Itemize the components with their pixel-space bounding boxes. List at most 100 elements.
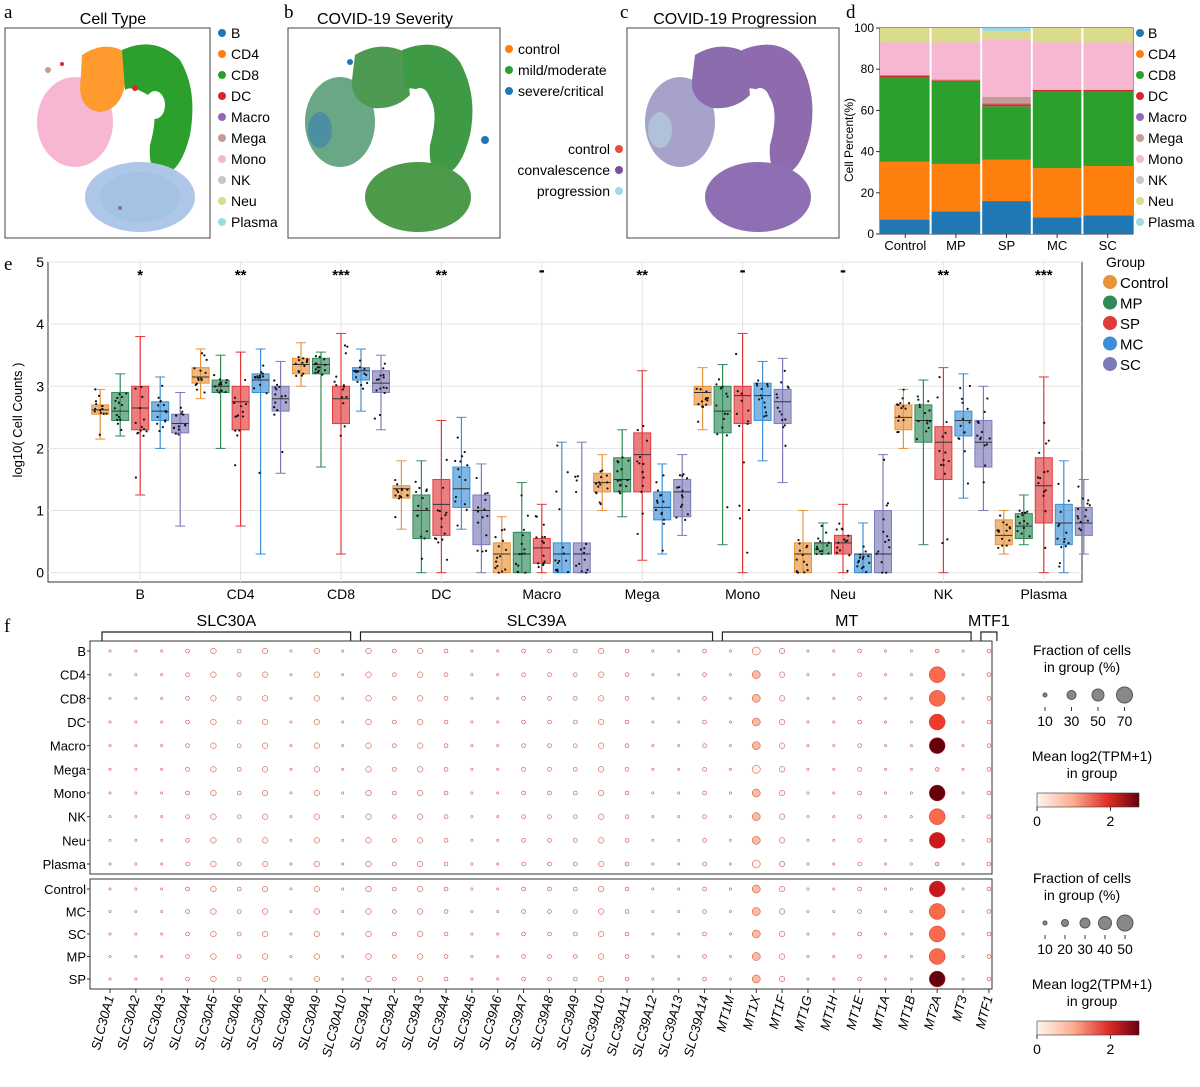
jitter-point (236, 414, 239, 418)
dotplot-dot (237, 719, 242, 725)
dotplot-dot (160, 815, 164, 819)
dotplot-dot (547, 861, 552, 867)
jitter-point (335, 375, 338, 378)
dotplot-dot (884, 791, 887, 795)
jitter-point (314, 368, 317, 371)
jitter-point (942, 459, 945, 462)
dotplot-dot (806, 932, 810, 936)
dotplot-dot (262, 789, 269, 797)
jitter-point (837, 541, 840, 544)
jitter-point (580, 570, 583, 573)
dotplot-dot (752, 694, 761, 703)
dotplot-dot (108, 862, 112, 866)
dotplot-dot (341, 767, 345, 771)
dotplot-dot (341, 720, 345, 724)
dotplot-dot (289, 977, 293, 981)
dotplot-dot (521, 976, 526, 982)
legend-e-marker (1103, 295, 1117, 310)
dotplot-dot (884, 673, 887, 677)
legend-d-label: Neu (1148, 193, 1174, 209)
jitter-point (1026, 522, 1029, 525)
jitter-point (598, 501, 601, 504)
jitter-point (1043, 421, 1046, 424)
color-legend-label: 0 (1033, 1041, 1041, 1057)
jitter-point (342, 385, 346, 388)
box-mp (914, 404, 933, 443)
dotplot-dot (392, 976, 397, 982)
dotplot-dot (134, 955, 138, 958)
dotplot-dot (961, 838, 965, 842)
dotplot-dot (443, 976, 449, 982)
jitter-point (706, 399, 709, 402)
jitter-point (541, 540, 544, 543)
dotplot-dot (779, 671, 786, 678)
bar-segment-cd4 (880, 161, 931, 220)
dotplot-row-label: MP (67, 950, 87, 965)
jitter-point (241, 415, 245, 418)
size-legend-label: 20 (1057, 941, 1073, 957)
dotplot-dot (598, 718, 605, 726)
dotplot-dot (832, 720, 836, 724)
bar-segment-mega (930, 79, 982, 81)
jitter-point (454, 500, 457, 503)
dotplot-dot (779, 742, 786, 749)
gene-label: SLC30A4 (166, 994, 195, 1052)
dotplot-dot (365, 671, 372, 678)
jitter-point (382, 386, 385, 389)
jitter-point (501, 539, 505, 542)
jitter-point (738, 424, 741, 427)
jitter-point (641, 470, 644, 473)
jitter-point (303, 364, 306, 368)
dotplot-dot (573, 954, 578, 959)
jitter-point (335, 384, 338, 387)
jitter-point (265, 392, 268, 395)
dotplot-dot (986, 696, 992, 701)
jitter-point (463, 503, 467, 506)
dotplot-dot (521, 838, 526, 843)
bar-segment-cd8 (880, 77, 931, 162)
dotplot-dot (806, 767, 810, 771)
jitter-point (1058, 565, 1061, 568)
dotplot-row-label: B (77, 644, 86, 659)
dotplot-dot (185, 814, 190, 819)
jitter-point (605, 474, 608, 477)
dotplot-dot (470, 910, 474, 913)
dotplot-dot (134, 910, 138, 913)
significance-mark: ** (436, 267, 448, 284)
jitter-point (442, 486, 445, 489)
box-mc (552, 542, 571, 574)
dotplot-dot (832, 649, 836, 653)
dotplot-dot (185, 672, 190, 677)
bar-segment-neu (1031, 28, 1083, 43)
jitter-point (94, 400, 98, 403)
dotplot-dot (108, 977, 112, 981)
y-tick-label: 0 (867, 227, 874, 241)
jitter-point (116, 396, 119, 399)
jitter-point (406, 494, 409, 497)
dotplot-dot (496, 649, 500, 653)
dotplot-dot (547, 719, 552, 725)
dotplot-dot (677, 815, 681, 819)
color-legend-label: 2 (1107, 813, 1115, 829)
jitter-point (747, 420, 750, 423)
jitter-point (318, 366, 321, 369)
x-tick-label: DC (431, 586, 451, 602)
y-tick-label: 0 (36, 565, 44, 581)
dotplot-dot (677, 744, 681, 748)
dotplot-dot (134, 720, 138, 724)
dotplot-dot (624, 672, 630, 677)
dotplot-dot (185, 743, 190, 748)
gene-label: SLC30A6 (217, 993, 246, 1051)
dotplot-dot (496, 910, 500, 913)
jitter-point (959, 387, 962, 390)
dotplot-dot (884, 767, 887, 771)
bar-segment-mono (1082, 42, 1133, 90)
dotplot-dot (909, 696, 913, 700)
color-legend-title: Mean log2(TPM+1) (1032, 976, 1152, 992)
dotplot-dot (289, 838, 293, 842)
jitter-point (818, 550, 822, 553)
jitter-point (757, 379, 760, 382)
jitter-point (118, 393, 121, 396)
jitter-point (1060, 545, 1063, 549)
jitter-point (606, 481, 609, 484)
